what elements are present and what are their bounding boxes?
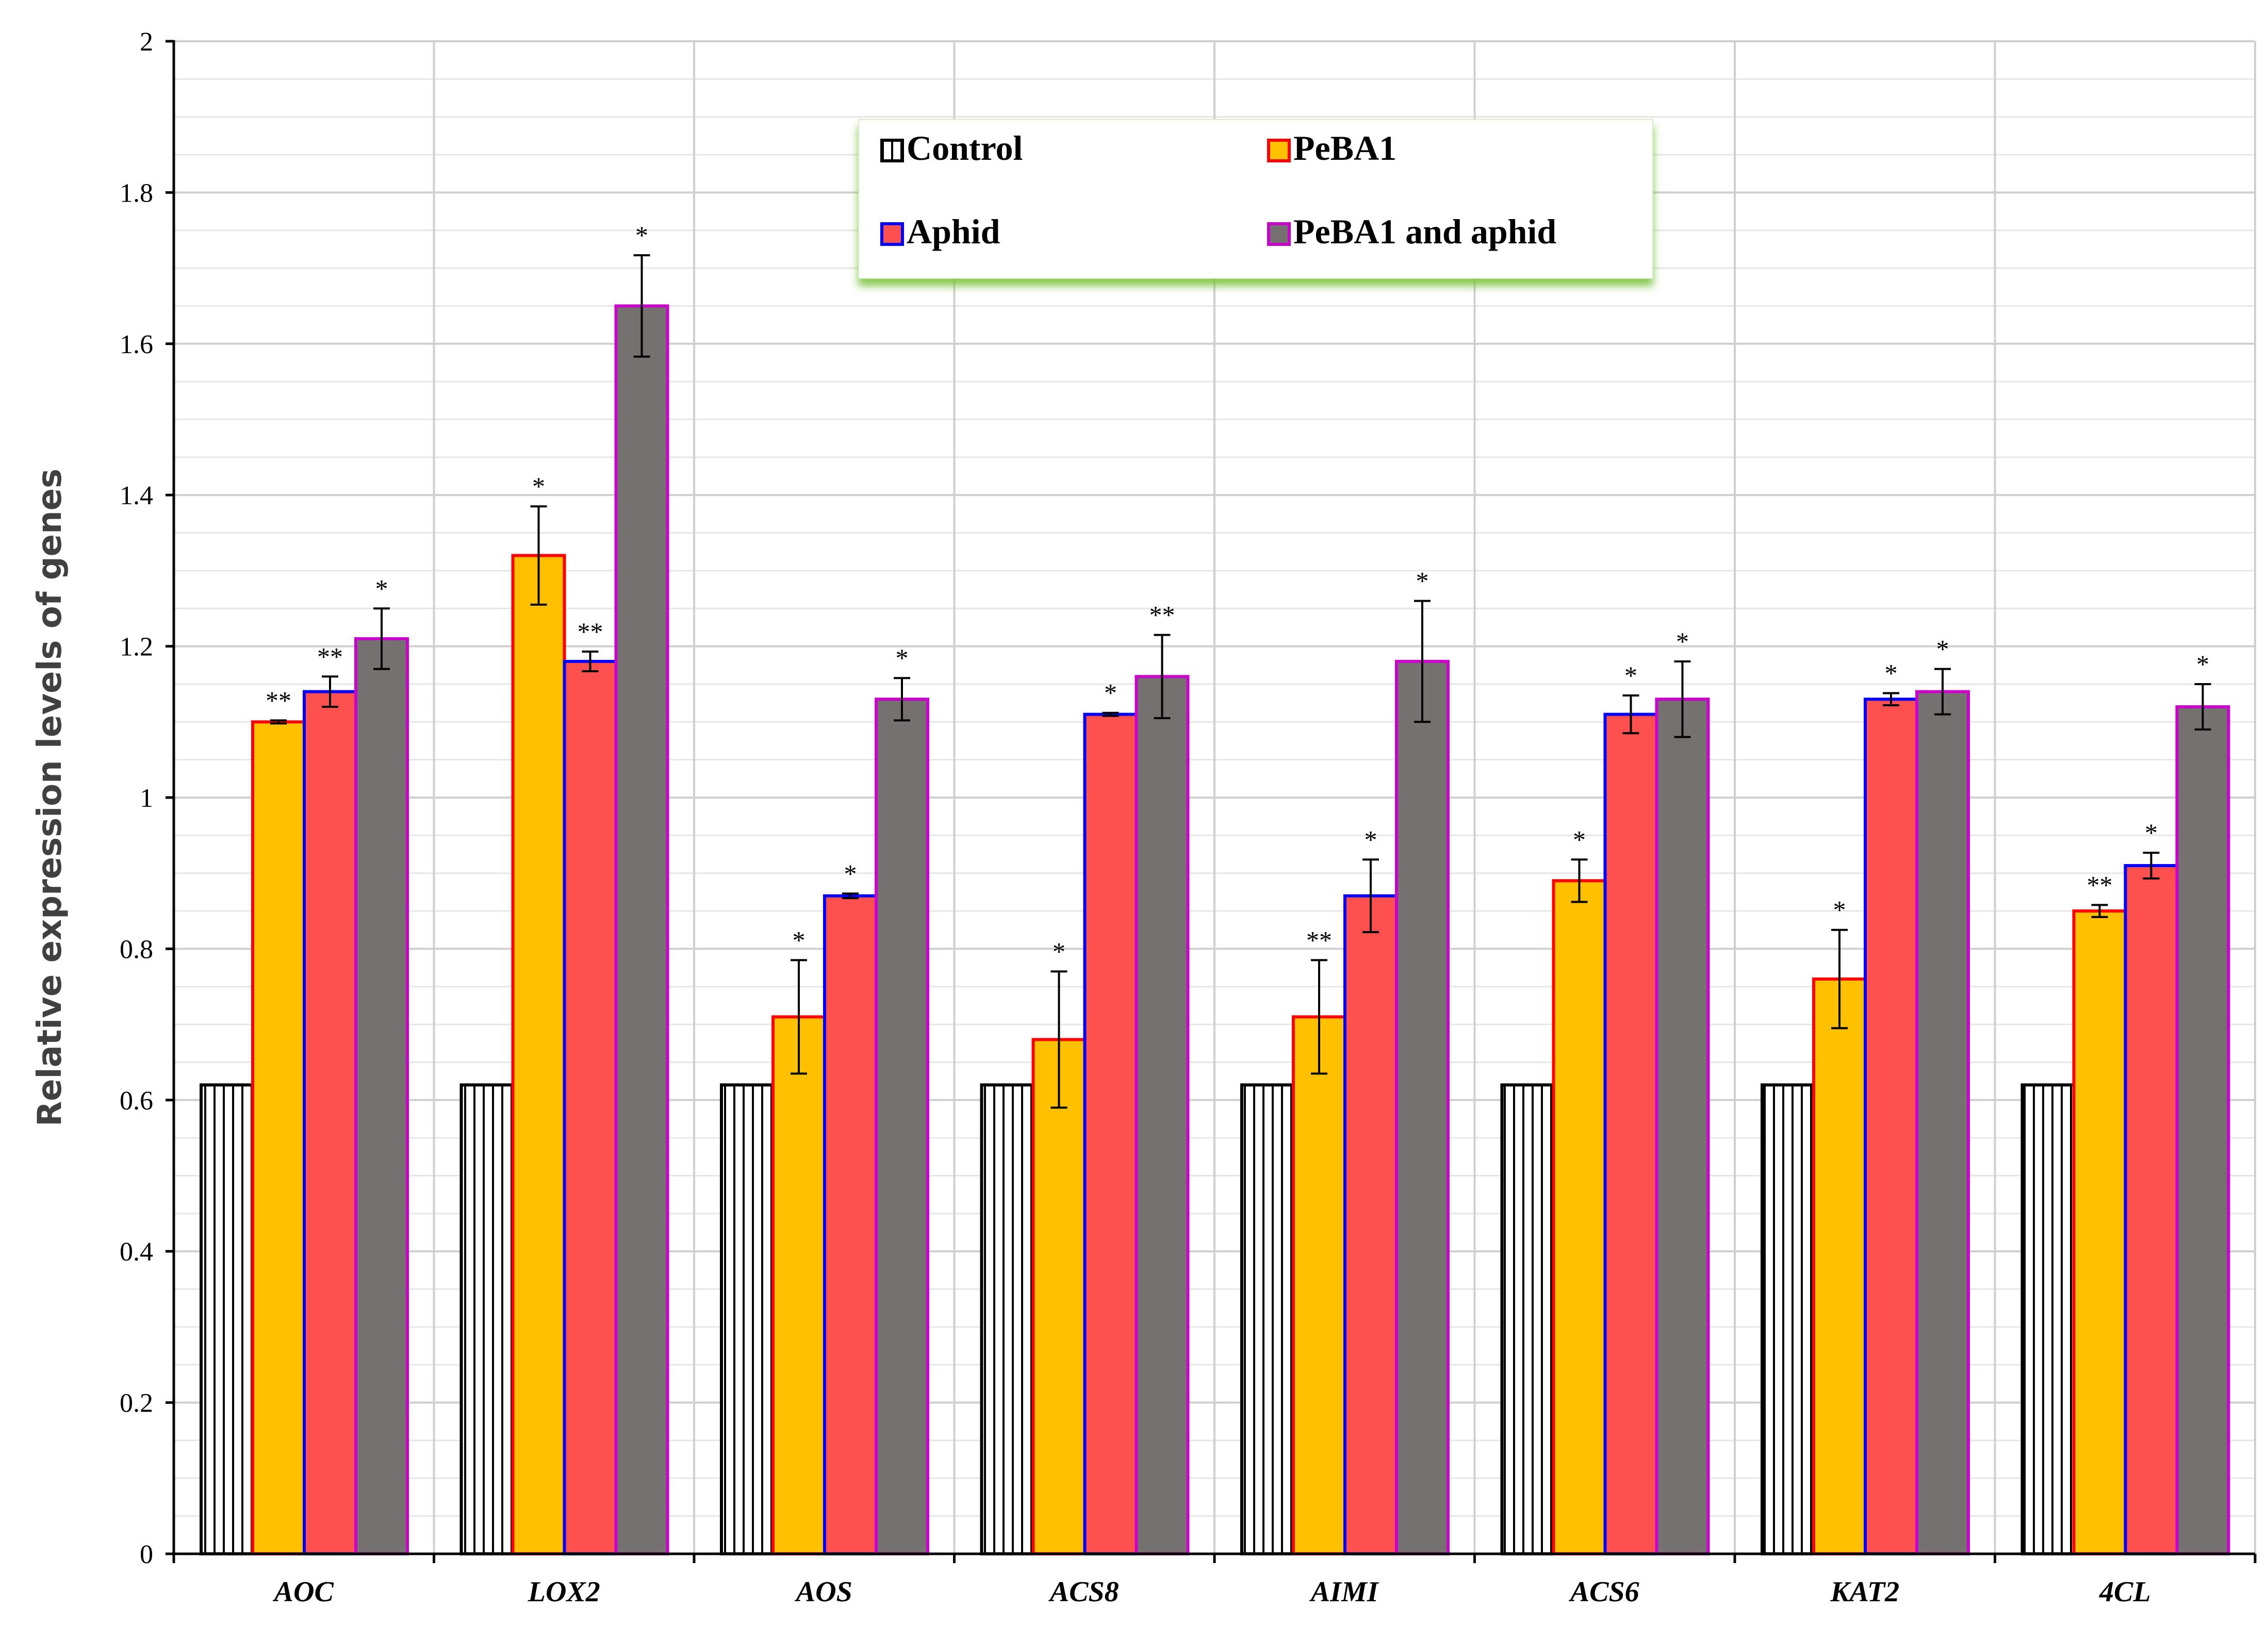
significance-mark: *: [896, 643, 909, 672]
x-tick-label: LOX2: [528, 1576, 600, 1608]
bar-acs8-control: [980, 1083, 1035, 1555]
bar-lox2-control: [459, 1083, 515, 1555]
y-axis-title: Relative expression levels of genes: [31, 469, 69, 1126]
significance-mark: *: [635, 221, 648, 250]
x-tick-label: ACS6: [1569, 1576, 1639, 1608]
bar-4cl-aphid: [2124, 864, 2179, 1555]
legend-box: [858, 119, 1653, 279]
bar-kat2-peba1: [1812, 977, 1867, 1555]
x-tick-label: 4CL: [2099, 1576, 2151, 1608]
y-tick-label: 1.6: [120, 330, 153, 359]
significance-mark: *: [375, 574, 388, 603]
bar-kat2-aphid: [1864, 698, 1918, 1555]
bar-aos-aphid: [823, 894, 878, 1555]
axes: 0 0.2 0.4 0.6 0.8 1 1.2 1.4 1.6 1.8 2 AOC LOX2 AOS ACS…: [31, 27, 2257, 1608]
bar-aoc-control: [200, 1083, 254, 1555]
bar-4cl-control: [2020, 1083, 2076, 1555]
y-tick-label: 0.4: [120, 1237, 153, 1267]
significance-mark: *: [1573, 825, 1586, 854]
bar-4cl-peba1-and-aphid: [2175, 705, 2230, 1555]
y-tick-label: 2: [140, 27, 153, 57]
y-tick-label: 1.4: [120, 481, 153, 510]
significance-mark: **: [266, 686, 291, 715]
significance-mark: *: [1936, 635, 1949, 663]
significance-mark: *: [1053, 937, 1065, 966]
significance-mark: *: [1365, 825, 1377, 854]
bar-aimi-peba1-and-aphid: [1395, 659, 1450, 1555]
legend: Control PeBA1 Aphid PeBA1 and aphid: [858, 119, 1653, 279]
y-tick-label: 1.8: [120, 178, 153, 208]
significance-mark: *: [2196, 650, 2209, 678]
bar-aimi-peba1: [1292, 1015, 1346, 1555]
bar-lox2-aphid: [563, 659, 618, 1555]
significance-mark: *: [844, 859, 857, 888]
legend-swatch: [880, 222, 904, 246]
x-tick-label: KAT2: [1830, 1576, 1899, 1608]
bar-acs8-peba1: [1031, 1038, 1087, 1555]
bar-acs6-peba1-and-aphid: [1655, 698, 1710, 1555]
legend-swatch: [1267, 222, 1291, 246]
y-tick-label: 1: [140, 784, 153, 813]
bar-lox2-peba1-and-aphid: [614, 304, 669, 1556]
significance-mark: **: [2087, 870, 2113, 899]
significance-mark: *: [1676, 627, 1689, 656]
bar-4cl-peba1: [2072, 909, 2127, 1555]
significance-mark: **: [1149, 601, 1175, 629]
legend-label: PeBA1: [1293, 128, 1396, 168]
x-tick-label: AOC: [273, 1576, 334, 1608]
bar-acs8-aphid: [1083, 712, 1138, 1555]
bar-aos-peba1: [771, 1015, 826, 1555]
significance-mark: **: [317, 642, 343, 671]
significance-mark: *: [793, 925, 806, 954]
legend-label: Aphid: [907, 212, 1000, 251]
significance-mark: *: [1833, 895, 1846, 924]
significance-mark: *: [532, 472, 545, 501]
y-tick-label: 0.2: [120, 1389, 153, 1418]
legend-swatch: [880, 139, 904, 162]
bar-aoc-peba1: [251, 720, 306, 1555]
y-tick-label: 0.8: [120, 935, 153, 964]
legend-label: PeBA1 and aphid: [1293, 212, 1556, 251]
bar-acs6-aphid: [1603, 712, 1658, 1555]
bar-kat2-control: [1761, 1083, 1815, 1555]
bar-kat2-peba1-and-aphid: [1915, 690, 1970, 1555]
bar-aimi-control: [1240, 1083, 1295, 1555]
bar-aos-peba1-and-aphid: [875, 698, 929, 1555]
bar-lox2-peba1: [511, 554, 566, 1555]
y-tick-label: 0.6: [120, 1086, 153, 1116]
significance-mark: **: [1306, 925, 1332, 954]
legend-label: Control: [907, 128, 1023, 168]
significance-mark: *: [1416, 567, 1429, 595]
bar-aos-control: [720, 1083, 775, 1555]
x-tick-label: AIMI: [1309, 1576, 1379, 1608]
significance-mark: *: [1624, 661, 1637, 690]
bar-acs8-peba1-and-aphid: [1135, 675, 1190, 1555]
bar-acs6-control: [1500, 1083, 1555, 1555]
significance-mark: *: [1104, 678, 1117, 707]
significance-mark: *: [1885, 659, 1898, 688]
bar-aoc-aphid: [303, 690, 357, 1555]
bar-aoc-peba1-and-aphid: [354, 637, 409, 1555]
y-tick-label: 0: [140, 1540, 153, 1569]
x-tick-label: AOS: [795, 1576, 852, 1608]
legend-swatch: [1267, 139, 1291, 162]
bar-aimi-aphid: [1343, 894, 1398, 1555]
y-tick-label: 1.2: [120, 633, 153, 662]
significance-mark: *: [2145, 818, 2158, 847]
significance-mark: **: [578, 617, 603, 646]
x-tick-label: ACS8: [1048, 1576, 1119, 1608]
bar-acs6-peba1: [1552, 879, 1607, 1555]
